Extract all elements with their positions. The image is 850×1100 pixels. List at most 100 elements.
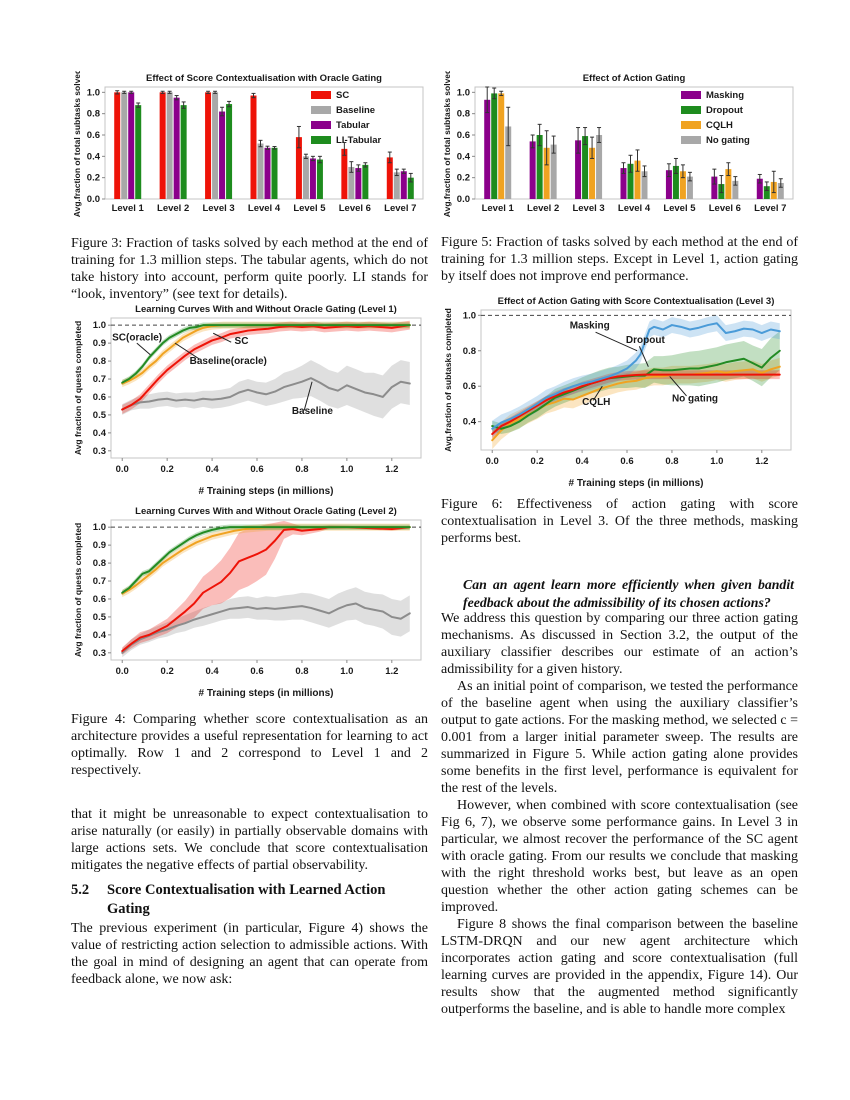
- svg-text:0.8: 0.8: [295, 464, 308, 475]
- svg-text:1.2: 1.2: [755, 456, 768, 467]
- svg-text:# Training steps (in millions): # Training steps (in millions): [568, 478, 703, 489]
- svg-text:0.0: 0.0: [116, 666, 129, 677]
- svg-text:SC: SC: [336, 90, 349, 101]
- svg-text:Level 7: Level 7: [384, 203, 416, 214]
- paragraph-text: We address this question by comparing ou…: [441, 611, 798, 677]
- svg-text:0.6: 0.6: [93, 594, 106, 605]
- svg-text:Level 1: Level 1: [112, 203, 145, 214]
- svg-text:Tabular: Tabular: [336, 120, 370, 131]
- svg-text:# Training steps (in millions): # Training steps (in millions): [198, 688, 333, 699]
- svg-text:1.0: 1.0: [87, 87, 100, 98]
- svg-text:Level 6: Level 6: [709, 203, 741, 214]
- figure5-caption: Figure 5: Fraction of tasks solved by ea…: [441, 234, 798, 285]
- paragraph-text: The previous experiment (in particular, …: [71, 921, 428, 987]
- figure6-line-chart: Effect of Action Gating with Score Conte…: [443, 296, 792, 489]
- svg-text:0.9: 0.9: [93, 338, 106, 349]
- left-paragraph-1: that it might be unreasonable to expect …: [71, 806, 428, 874]
- svg-text:0.6: 0.6: [87, 130, 100, 141]
- svg-text:0.2: 0.2: [457, 173, 470, 184]
- svg-text:Baseline(oracle): Baseline(oracle): [190, 356, 267, 367]
- caption-text: Figure 6: Effectiveness of action gating…: [441, 497, 798, 546]
- section-title: Score Contextualisation with Learned Act…: [107, 882, 386, 917]
- svg-text:0.2: 0.2: [161, 666, 174, 677]
- svg-text:0.6: 0.6: [93, 392, 106, 403]
- svg-text:Avg fraction of quests complet: Avg fraction of quests completed: [73, 523, 83, 657]
- svg-text:Avg.fraction of subtasks compl: Avg.fraction of subtasks completed: [443, 308, 453, 452]
- svg-text:0.8: 0.8: [87, 109, 100, 120]
- svg-text:0.5: 0.5: [93, 410, 107, 421]
- caption-text: Figure 3: Fraction of tasks solved by ea…: [71, 236, 428, 302]
- paragraph-text: As an initial point of comparison, we te…: [441, 679, 798, 796]
- svg-text:0.3: 0.3: [93, 648, 106, 659]
- figure3-caption: Figure 3: Fraction of tasks solved by ea…: [71, 235, 428, 303]
- svg-text:SC(oracle): SC(oracle): [112, 332, 162, 343]
- caption-text: Figure 4: Comparing whether score contex…: [71, 712, 428, 778]
- caption-text: Figure 5: Fraction of tasks solved by ea…: [441, 235, 798, 284]
- svg-text:Level 6: Level 6: [339, 203, 371, 214]
- svg-text:LI-Tabular: LI-Tabular: [336, 135, 382, 146]
- svg-text:0.4: 0.4: [457, 151, 471, 162]
- svg-text:Masking: Masking: [570, 321, 610, 332]
- svg-text:1.0: 1.0: [93, 320, 106, 331]
- svg-text:1.0: 1.0: [463, 310, 476, 321]
- svg-text:Baseline: Baseline: [292, 406, 334, 417]
- figure4-level1-line-chart: Learning Curves With and Without Oracle …: [73, 304, 422, 497]
- left-column: Effect of Score Contextualisation with O…: [71, 70, 428, 1070]
- svg-text:# Training steps (in millions): # Training steps (in millions): [198, 486, 333, 497]
- research-question: Can an agent learn more efficiently when…: [441, 576, 798, 612]
- svg-text:Dropout: Dropout: [626, 335, 666, 346]
- svg-text:No gating: No gating: [672, 393, 718, 404]
- svg-text:0.2: 0.2: [531, 456, 544, 467]
- figure4-level2-line-chart: Learning Curves With and Without Oracle …: [73, 506, 422, 699]
- svg-text:Level 3: Level 3: [572, 203, 604, 214]
- svg-text:0.6: 0.6: [457, 130, 470, 141]
- right-column: Effect of Action Gating Avg.fraction of t…: [441, 70, 798, 1070]
- svg-text:0.2: 0.2: [87, 173, 100, 184]
- svg-text:Level 3: Level 3: [202, 203, 234, 214]
- svg-text:0.8: 0.8: [93, 558, 106, 569]
- section-number: 5.2: [71, 882, 90, 898]
- svg-text:CQLH: CQLH: [582, 397, 610, 408]
- svg-text:Level 2: Level 2: [527, 203, 559, 214]
- section-heading: 5.2 Score Contextualisation with Learned…: [71, 881, 428, 919]
- svg-text:0.7: 0.7: [93, 576, 106, 587]
- svg-text:Level 1: Level 1: [482, 203, 515, 214]
- svg-text:0.8: 0.8: [463, 346, 476, 357]
- svg-text:1.0: 1.0: [340, 666, 353, 677]
- svg-text:Level 4: Level 4: [618, 203, 651, 214]
- svg-text:0.4: 0.4: [87, 151, 101, 162]
- svg-text:Masking: Masking: [706, 90, 744, 101]
- svg-text:0.0: 0.0: [457, 194, 470, 205]
- svg-text:Effect of Action Gating: Effect of Action Gating: [583, 73, 686, 84]
- svg-text:0.8: 0.8: [93, 356, 106, 367]
- svg-text:0.9: 0.9: [93, 540, 106, 551]
- svg-text:Level 7: Level 7: [754, 203, 786, 214]
- svg-text:0.0: 0.0: [116, 464, 129, 475]
- svg-text:1.0: 1.0: [710, 456, 723, 467]
- svg-text:1.0: 1.0: [93, 522, 106, 533]
- svg-text:Learning Curves With and Witho: Learning Curves With and Without Oracle …: [135, 304, 397, 315]
- svg-text:Level 4: Level 4: [248, 203, 281, 214]
- svg-text:CQLH: CQLH: [706, 120, 733, 131]
- question-text: Can an agent learn more efficiently when…: [463, 577, 794, 610]
- svg-text:1.2: 1.2: [385, 464, 398, 475]
- svg-text:0.2: 0.2: [161, 464, 174, 475]
- paragraph-text: Figure 8 shows the final comparison betw…: [441, 917, 798, 1017]
- svg-text:0.4: 0.4: [93, 428, 107, 439]
- figure3-bar-chart: Effect of Score Contextualisation with O…: [72, 71, 424, 217]
- svg-text:SC: SC: [235, 336, 249, 347]
- svg-text:0.6: 0.6: [250, 464, 263, 475]
- svg-text:0.4: 0.4: [93, 630, 107, 641]
- svg-text:0.0: 0.0: [87, 194, 100, 205]
- figure5-bar-chart: Effect of Action Gating Avg.fraction of t…: [442, 71, 794, 217]
- svg-text:0.4: 0.4: [575, 456, 589, 467]
- paragraph-text: that it might be unreasonable to expect …: [71, 807, 428, 873]
- svg-text:Baseline: Baseline: [336, 105, 375, 116]
- svg-text:Level 5: Level 5: [293, 203, 326, 214]
- figure6-caption: Figure 6: Effectiveness of action gating…: [441, 496, 798, 547]
- left-paragraph-2: The previous experiment (in particular, …: [71, 920, 428, 988]
- svg-text:0.6: 0.6: [463, 381, 476, 392]
- svg-text:Avg.fraction of total subtasks: Avg.fraction of total subtasks solved: [442, 71, 452, 217]
- svg-text:Effect of Action Gating with S: Effect of Action Gating with Score Conte…: [498, 296, 775, 307]
